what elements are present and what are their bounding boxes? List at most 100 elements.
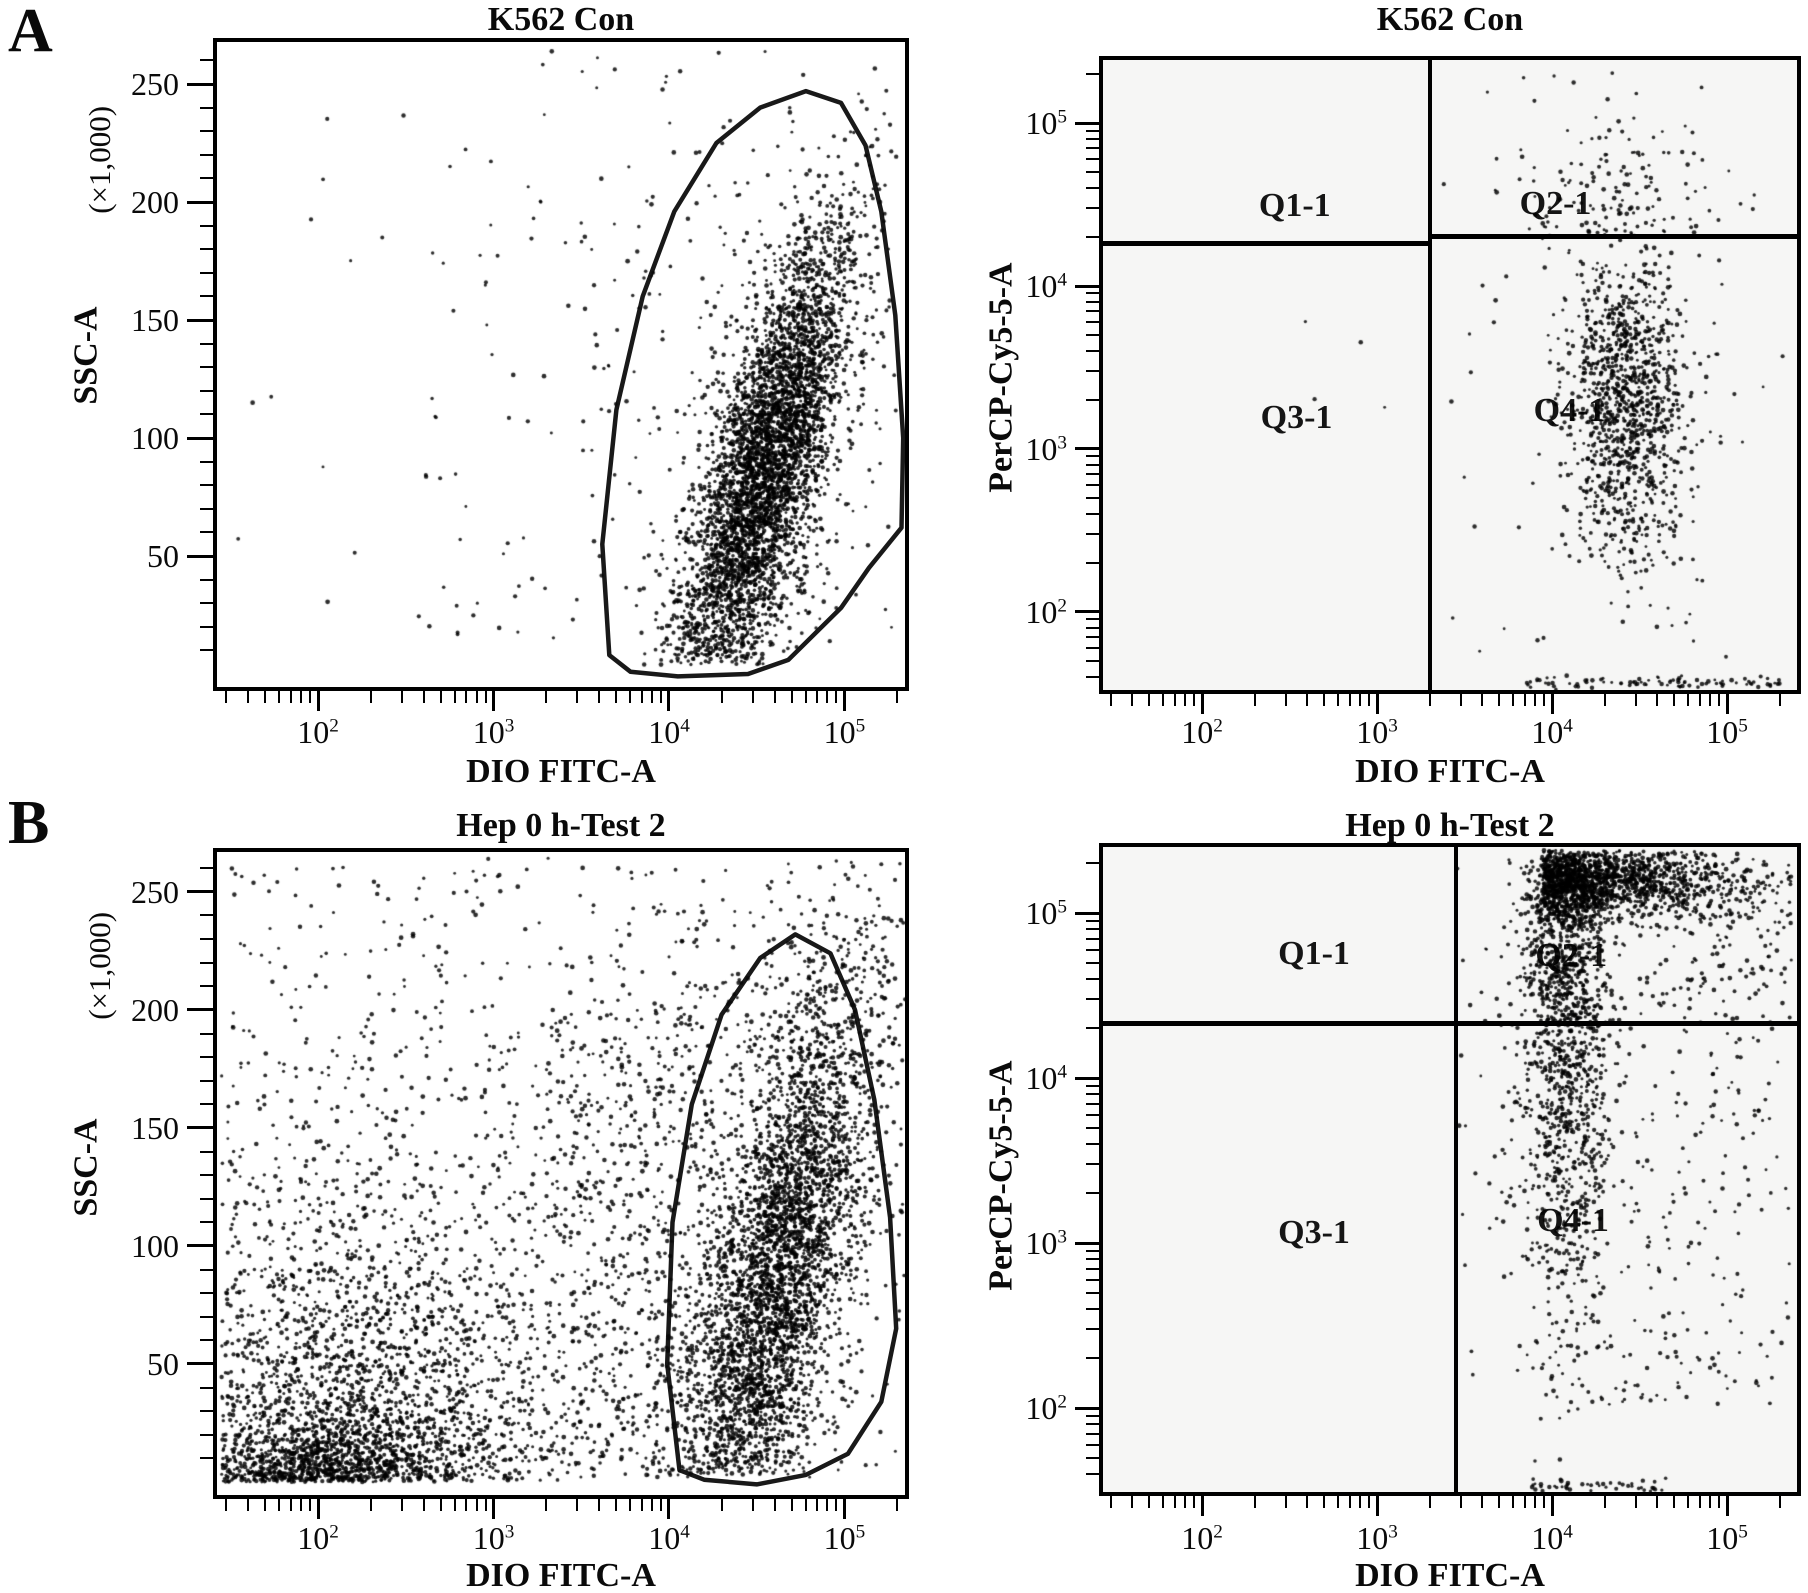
y-minor-tick [200, 578, 213, 581]
scatter-dots-canvas [1103, 60, 1797, 690]
y-minor-tick [200, 625, 213, 628]
y-minor-tick [1086, 186, 1099, 189]
x-major-tick [1550, 694, 1554, 714]
scatter-dots-canvas [217, 852, 905, 1495]
x-minor-tick [835, 691, 838, 703]
x-minor-tick [1673, 694, 1676, 706]
y-major-tick [187, 1244, 213, 1248]
x-minor-tick [816, 691, 819, 703]
panel-label-b: B [8, 789, 50, 857]
y-minor-tick [1086, 1027, 1099, 1030]
x-minor-tick [289, 691, 292, 703]
x-minor-tick [1717, 694, 1720, 706]
x-minor-tick [422, 1499, 425, 1511]
y-minor-tick [1086, 334, 1099, 337]
y-minor-tick [200, 867, 213, 870]
y-tick-label: 50 [147, 1345, 179, 1382]
y-axis-label: PerCP-Cy5-5-A [982, 1060, 1020, 1291]
y-minor-tick [200, 1197, 213, 1200]
quadrant-hline-left [1103, 240, 1430, 246]
x-minor-tick [1498, 1496, 1501, 1508]
x-minor-tick [1523, 694, 1526, 706]
x-axis-label: DIO FITC-A [1355, 1557, 1545, 1593]
y-minor-tick [1086, 463, 1099, 466]
x-minor-tick [790, 1499, 793, 1511]
y-minor-tick [200, 484, 213, 487]
x-major-tick [1375, 694, 1379, 714]
y-minor-tick [1086, 1249, 1099, 1252]
x-minor-tick [1523, 1496, 1526, 1508]
y-minor-tick [200, 177, 213, 180]
x-minor-tick [1184, 1496, 1187, 1508]
x-minor-tick [1603, 1496, 1606, 1508]
x-axis-label: DIO FITC-A [466, 753, 656, 790]
x-tick-label: 105 [823, 714, 866, 750]
y-minor-tick [1086, 292, 1099, 295]
y-minor-tick [200, 531, 213, 534]
y-minor-tick [1086, 937, 1099, 940]
y-minor-tick [1086, 300, 1099, 303]
y-minor-tick [1086, 1328, 1099, 1331]
y-minor-tick [200, 938, 213, 941]
x-minor-tick [1109, 1496, 1112, 1508]
y-minor-tick [200, 106, 213, 109]
x-minor-tick [1109, 694, 1112, 706]
x-major-tick [316, 691, 320, 711]
y-minor-tick [1086, 473, 1099, 476]
plot-title: K562 Con [487, 1, 635, 38]
x-minor-tick [896, 1499, 899, 1511]
x-minor-tick [826, 1499, 829, 1511]
y-minor-tick [200, 271, 213, 274]
y-minor-tick [200, 1457, 213, 1460]
x-minor-tick [289, 1499, 292, 1511]
y-major-tick [187, 1008, 213, 1012]
x-minor-tick [309, 1499, 312, 1511]
x-major-tick [842, 691, 846, 711]
y-tick-label: 105 [1025, 105, 1067, 142]
gate-polygon [600, 88, 905, 679]
y-minor-tick [1086, 497, 1099, 500]
y-minor-tick [1086, 1102, 1099, 1105]
y-minor-tick [1086, 171, 1099, 174]
x-minor-tick [300, 1499, 303, 1511]
y-minor-tick [1086, 484, 1099, 487]
y-major-tick [1075, 284, 1099, 288]
y-minor-tick [200, 153, 213, 156]
y-minor-tick [1086, 561, 1099, 564]
x-minor-tick [400, 691, 403, 703]
x-minor-tick [369, 1499, 372, 1511]
x-major-tick [1550, 1496, 1554, 1516]
x-minor-tick [484, 691, 487, 703]
x-minor-tick [1534, 1496, 1537, 1508]
x-tick-label: 103 [472, 1520, 515, 1556]
x-minor-tick [773, 1499, 776, 1511]
y-axis-unit-label: (×1,000) [82, 911, 118, 1020]
y-minor-tick [200, 389, 213, 392]
y-minor-tick [200, 1079, 213, 1082]
x-minor-tick [545, 691, 548, 703]
y-minor-tick [1086, 158, 1099, 161]
x-minor-tick [720, 691, 723, 703]
quadrant-hline-right [1429, 233, 1797, 239]
x-minor-tick [629, 691, 632, 703]
y-minor-tick [1086, 927, 1099, 930]
y-tick-label: 200 [131, 184, 179, 220]
x-major-tick [1725, 694, 1729, 714]
y-tick-label: 104 [1025, 268, 1067, 305]
y-minor-tick [1086, 1432, 1099, 1435]
x-minor-tick [1778, 1496, 1781, 1508]
y-major-tick [1075, 610, 1099, 614]
y-tick-label: 103 [1025, 1225, 1067, 1261]
x-axis-label: DIO FITC-A [466, 1557, 656, 1593]
y-minor-tick [1086, 1472, 1099, 1475]
x-major-tick [1200, 694, 1204, 714]
y-minor-tick [200, 1032, 213, 1035]
gate-polygon [664, 932, 899, 1487]
y-tick-label: 105 [1025, 895, 1067, 931]
y-major-tick [1075, 1076, 1099, 1080]
x-minor-tick [278, 1499, 281, 1511]
x-minor-tick [1162, 694, 1165, 706]
y-minor-tick [200, 1433, 213, 1436]
x-major-tick [1200, 1496, 1204, 1516]
y-minor-tick [200, 1268, 213, 1271]
